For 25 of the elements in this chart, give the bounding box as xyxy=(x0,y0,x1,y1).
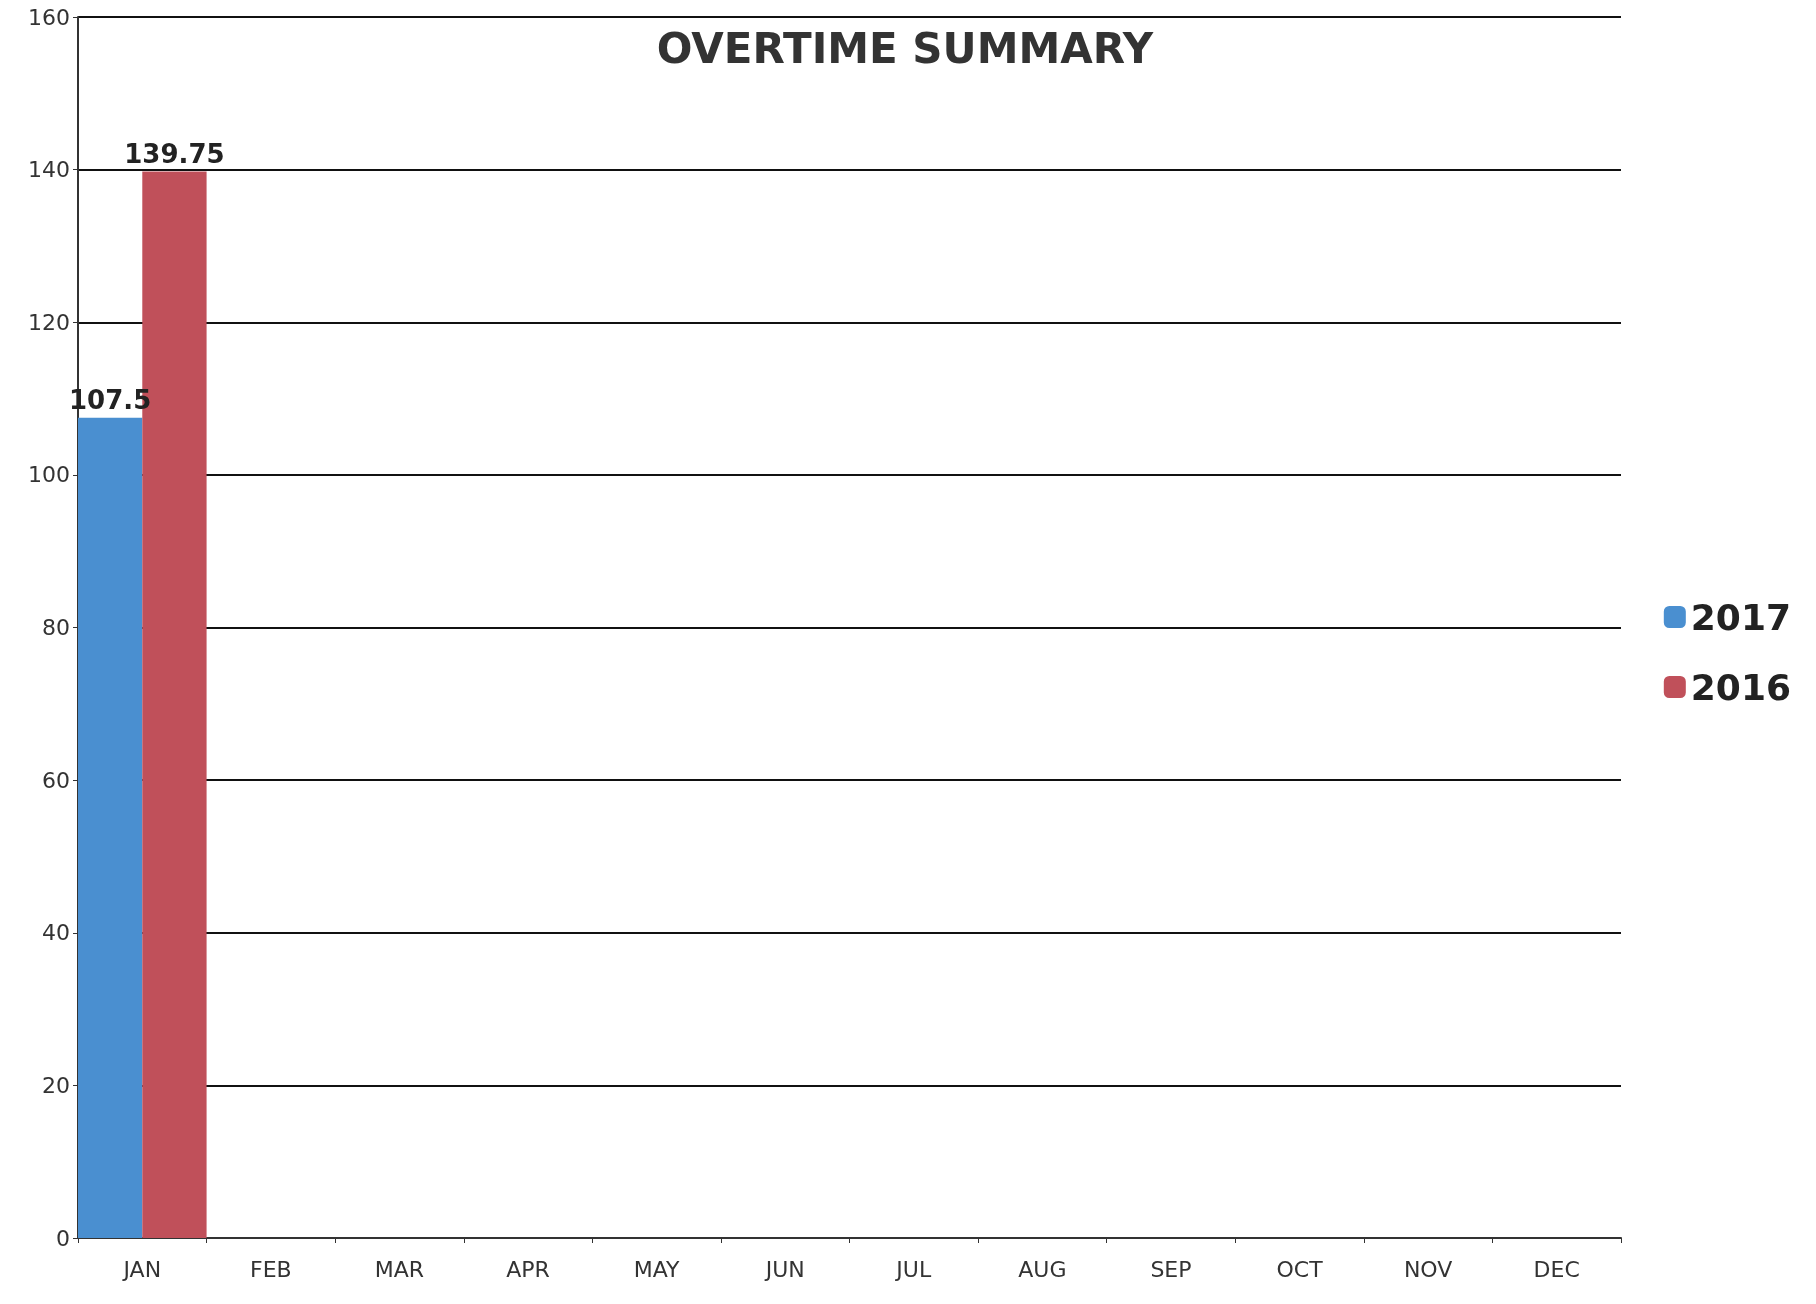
legend-label: 2017 xyxy=(1690,596,1792,638)
chart-title: OVERTIME SUMMARY xyxy=(656,23,1154,73)
y-tick-label: 80 xyxy=(42,615,70,640)
legend-label: 2016 xyxy=(1690,666,1792,708)
y-tick-label: 140 xyxy=(28,157,70,183)
x-tick-label: MAR xyxy=(374,1256,425,1282)
x-tick-label: MAY xyxy=(633,1256,681,1282)
y-tick-label: 40 xyxy=(42,920,70,946)
x-tick-label: NOV xyxy=(1403,1256,1453,1282)
y-tick-label: 160 xyxy=(28,4,70,30)
y-tick-label: 100 xyxy=(28,462,70,488)
x-tick-label: APR xyxy=(506,1256,550,1282)
data-label: 139.75 xyxy=(124,138,225,169)
x-tick-label: FEB xyxy=(250,1256,292,1282)
y-tick-label: 0 xyxy=(56,1225,70,1251)
x-tick-label: JUN xyxy=(763,1256,805,1282)
x-tick-label: JAN xyxy=(121,1256,162,1282)
x-tick-label: OCT xyxy=(1276,1256,1324,1282)
y-tick-label: 60 xyxy=(42,767,70,793)
y-tick-label: 120 xyxy=(28,309,70,335)
x-tick-label: SEP xyxy=(1150,1256,1192,1282)
y-tick-label: 20 xyxy=(42,1072,70,1098)
x-tick-label: AUG xyxy=(1018,1256,1067,1282)
x-tick-label: DEC xyxy=(1533,1256,1580,1282)
x-tick-label: JUL xyxy=(894,1256,932,1282)
